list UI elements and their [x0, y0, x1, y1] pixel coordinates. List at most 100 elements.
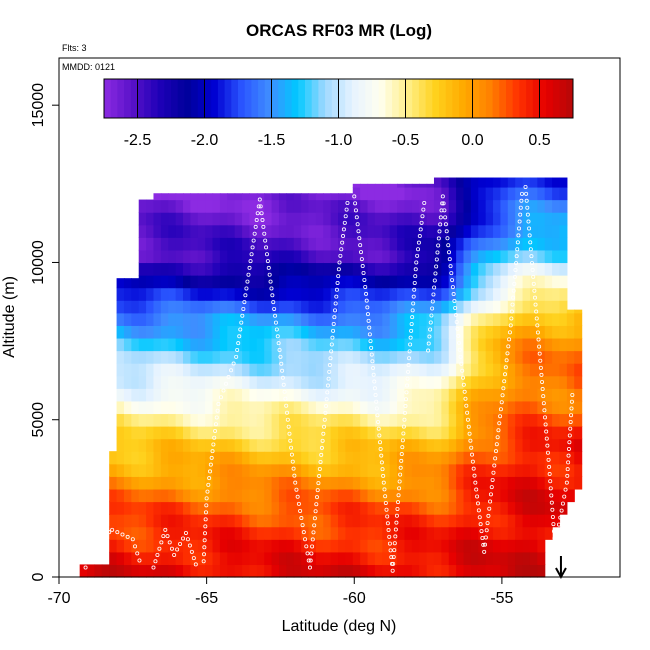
track-point-4-81: [488, 492, 493, 497]
heatmap-cell-379: [205, 363, 214, 377]
colorbar-segment-65: [539, 79, 547, 118]
heatmap-cell-1456: [456, 249, 465, 264]
heatmap-cell-305: [190, 514, 199, 528]
heatmap-cell-1118: [382, 476, 391, 490]
track-point-4-62: [472, 473, 477, 478]
heatmap-cell-1594: [493, 526, 502, 540]
heatmap-cell-1169: [389, 237, 398, 251]
heatmap-cell-35: [116, 300, 125, 314]
heatmap-cell-1581: [485, 287, 494, 301]
heatmap-cell-1621: [493, 186, 502, 201]
heatmap-cell-1301: [419, 186, 428, 201]
track-point-4-64: [474, 487, 479, 492]
heatmap-cell-1506: [470, 426, 479, 440]
heatmap-cell-879: [323, 312, 332, 326]
track-point-3-34: [376, 426, 381, 431]
colorbar-segment-53: [459, 79, 467, 118]
track-point-0-3: [92, 548, 97, 553]
heatmap-cell-279: [183, 451, 191, 465]
heatmap-cell-1197: [397, 287, 406, 301]
heatmap-cell-1382: [441, 375, 450, 389]
heatmap-cell-1330: [426, 224, 435, 238]
track-point-2-40: [244, 286, 249, 291]
heatmap-cell-1467: [463, 514, 472, 528]
heatmap-cell-1750: [522, 177, 531, 188]
heatmap-cell-294: [183, 262, 191, 276]
heatmap-cell-554: [249, 501, 258, 515]
heatmap-cell-516: [234, 199, 243, 213]
heatmap-cell-1912: [566, 325, 575, 339]
heatmap-cell-1063: [367, 363, 376, 377]
heatmap-cell-842: [315, 388, 324, 402]
heatmap-cell-1155: [389, 413, 398, 427]
track-point-3-62: [394, 520, 399, 525]
track-point-2-158: [344, 207, 349, 212]
heatmap-cell-1090: [374, 426, 383, 440]
heatmap-cell-574: [249, 249, 258, 264]
heatmap-cell-601: [256, 300, 265, 314]
heatmap-cell-1351: [433, 363, 442, 377]
track-point-3-55: [390, 568, 395, 573]
heatmap-cell-1433: [456, 539, 465, 553]
heatmap-cell-1602: [493, 426, 502, 440]
heatmap-cell-223: [168, 375, 177, 389]
colorbar-segment-45: [405, 79, 413, 118]
track-point-4-27: [444, 229, 449, 234]
heatmap-cell-89: [138, 526, 147, 540]
heatmap-cell-1583: [485, 262, 494, 276]
heatmap-cell-733: [286, 199, 295, 213]
track-point-2-41: [245, 279, 250, 284]
heatmap-cell-208: [168, 564, 177, 578]
track-point-4-36: [451, 292, 456, 297]
heatmap-cell-77: [131, 375, 140, 389]
track-point-0-6: [101, 534, 106, 539]
colorbar-segment-67: [552, 79, 561, 118]
heatmap-cell-924: [338, 526, 346, 540]
heatmap-cell-467: [227, 426, 236, 440]
track-point-4-50: [462, 389, 467, 394]
heatmap-cell-106: [138, 312, 147, 326]
heatmap-cell-313: [190, 413, 199, 427]
heatmap-cell-126: [146, 438, 155, 452]
heatmap-cell-1054: [367, 476, 376, 490]
heatmap-cell-1021: [360, 488, 369, 503]
heatmap-cell-1523: [470, 212, 479, 226]
heatmap-cell-224: [168, 363, 177, 377]
heatmap-cell-1311: [426, 463, 435, 477]
heatmap-cell-1427: [448, 212, 457, 226]
track-point-5-21: [535, 330, 540, 335]
heatmap-cell-871: [323, 413, 332, 427]
colorbar-segment-59: [499, 79, 507, 118]
heatmap-cell-1835: [544, 275, 553, 289]
heatmap-cell-558: [249, 451, 258, 465]
heatmap-cell-1714: [515, 224, 524, 238]
heatmap-cell-804: [308, 476, 317, 490]
heatmap-cell-1206: [397, 183, 406, 188]
heatmap-cell-745: [293, 438, 302, 452]
heatmap-cell-782: [301, 363, 310, 377]
heatmap-cell-415: [212, 300, 221, 314]
heatmap-cell-239: [175, 564, 184, 578]
heatmap-cell-160: [153, 388, 162, 402]
colorbar-segment-12: [184, 79, 192, 118]
colorbar-segment-21: [244, 79, 252, 118]
heatmap-cell-1528: [478, 551, 487, 566]
heatmap-cell-1326: [426, 275, 435, 289]
heatmap-cell-1183: [397, 463, 406, 477]
track-point-5-67: [567, 433, 572, 438]
heatmap-cell-1152: [389, 451, 398, 465]
heatmap-cell-118: [146, 539, 155, 553]
track-point-5-58: [562, 494, 567, 499]
heatmap-cell-1295: [419, 262, 428, 276]
track-point-4-17: [437, 229, 442, 234]
track-point-3-105: [418, 227, 423, 232]
heatmap-cell-1304: [426, 551, 435, 566]
heatmap-cell-822: [308, 249, 317, 264]
heatmap-cell-490: [234, 526, 243, 540]
track-point-4-35: [450, 285, 455, 290]
heatmap-cell-464: [227, 463, 236, 477]
heatmap-cell-1232: [404, 249, 413, 264]
colorbar-segment-66: [546, 79, 554, 118]
heatmap-cell-905: [330, 375, 339, 389]
heatmap-cell-841: [315, 400, 324, 415]
